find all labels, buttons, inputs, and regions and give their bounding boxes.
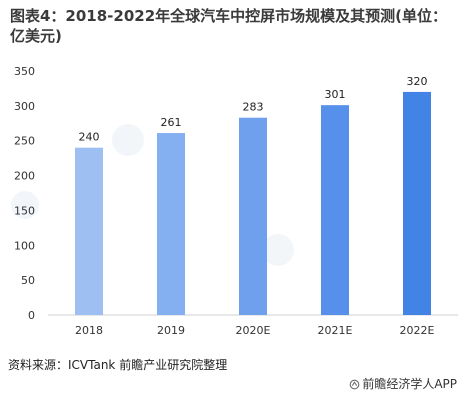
bar-2018	[75, 147, 103, 315]
x-tick-label: 2020E	[236, 324, 271, 337]
brand-text: 前瞻经济学人APP	[362, 377, 457, 391]
chart-title: 图表4：2018-2022年全球汽车中控屏市场规模及其预测(单位：亿美元)	[10, 7, 448, 45]
bar-value-labels: 240 261 283 301 320	[79, 75, 428, 144]
y-tick-label: 50	[21, 274, 35, 287]
x-tick-label: 2019	[157, 324, 185, 337]
bar-2022e	[403, 91, 431, 316]
bar-value-label: 283	[243, 101, 264, 114]
watermark	[11, 124, 294, 266]
y-tick-label: 0	[28, 309, 35, 322]
bar-value-label: 320	[407, 75, 428, 88]
x-axis-labels: 2018 2019 2020E 2021E 2022E	[75, 324, 435, 337]
y-tick-label: 350	[14, 65, 35, 78]
bar-2021e	[321, 105, 349, 315]
y-tick-label: 200	[14, 170, 35, 183]
bar-value-label: 301	[325, 88, 346, 101]
y-tick-label: 100	[14, 239, 35, 252]
x-tick-label: 2021E	[318, 324, 353, 337]
source-note: 资料来源：ICVTank 前瞻产业研究院整理	[8, 358, 228, 372]
bar-2019	[157, 133, 185, 315]
x-tick-label: 2022E	[400, 324, 435, 337]
bar-value-label: 261	[161, 116, 182, 129]
y-axis-labels: 0 50 100 150 200 250 300 350	[14, 65, 35, 322]
bar-value-label: 240	[79, 131, 100, 144]
x-tick-label: 2018	[75, 324, 103, 337]
y-tick-label: 250	[14, 135, 35, 148]
brand-logo-icon	[349, 379, 360, 389]
bars-group	[75, 91, 431, 316]
y-tick-label: 150	[14, 204, 35, 217]
y-tick-label: 300	[14, 100, 35, 113]
brand-footer: 前瞻经济学人APP	[349, 376, 457, 392]
bar-2020e	[239, 117, 267, 315]
